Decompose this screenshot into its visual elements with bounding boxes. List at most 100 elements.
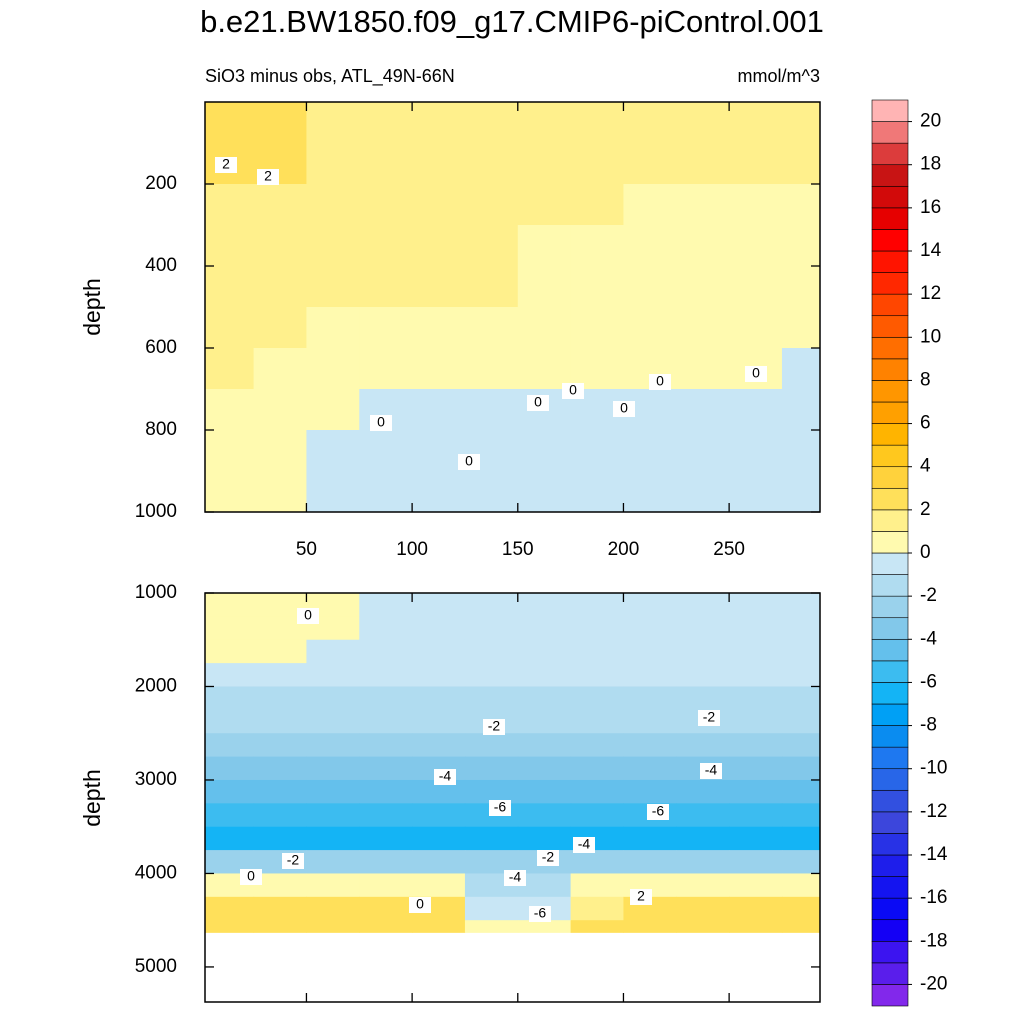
contour-cell <box>781 225 821 267</box>
contour-label-bg <box>489 800 511 816</box>
contour-cell <box>359 471 413 513</box>
contour-cell <box>464 143 519 185</box>
contour-cell <box>359 348 413 390</box>
contour-cell <box>517 756 572 781</box>
contour-cell <box>205 639 255 664</box>
contour-cell <box>676 733 730 758</box>
contour-label: 0 <box>247 868 255 884</box>
contour-cell <box>623 920 677 933</box>
contour-cell <box>359 593 413 617</box>
contour-cell <box>464 266 519 308</box>
colorbar-tick-label: -6 <box>920 671 937 692</box>
colorbar-tick-label: -12 <box>920 801 947 822</box>
contour-cell <box>464 471 519 513</box>
contour-label: 2 <box>264 168 272 184</box>
contour-cell <box>205 733 255 758</box>
contour-cell <box>676 430 730 472</box>
contour-cell <box>205 348 255 390</box>
contour-cell <box>729 733 783 758</box>
contour-cell <box>570 471 624 513</box>
contour-cell <box>517 593 572 617</box>
contour-cell <box>359 184 413 226</box>
contour-cell <box>205 266 255 308</box>
contour-cell <box>205 616 255 641</box>
contour-cell <box>359 896 413 921</box>
contour-cell <box>253 639 307 664</box>
contour-cell <box>623 430 677 472</box>
contour-cell <box>253 873 307 898</box>
x-tick-label: 200 <box>608 539 640 560</box>
contour-cell <box>306 733 360 758</box>
contour-cell <box>464 348 519 390</box>
colorbar-tick-label: 0 <box>920 542 931 563</box>
y-tick-label: 200 <box>145 173 177 194</box>
contour-cell <box>306 686 360 711</box>
contour-cell <box>464 616 519 641</box>
x-tick-label: 150 <box>502 539 534 560</box>
contour-cell <box>676 920 730 933</box>
contour-cell <box>359 307 413 349</box>
contour-cell <box>676 850 730 874</box>
contour-cell <box>729 803 783 828</box>
contour-cell <box>729 663 783 687</box>
contour-cell <box>729 826 783 851</box>
contour-label: 0 <box>304 607 312 623</box>
contour-label-bg <box>613 401 635 417</box>
contour-cell <box>412 733 466 758</box>
chart-title: b.e21.BW1850.f09_g17.CMIP6-piControl.001 <box>200 4 824 39</box>
colorbar-box <box>871 552 909 575</box>
contour-cell <box>464 389 519 431</box>
x-tick-label: 250 <box>713 539 745 560</box>
contour-cell <box>570 873 624 898</box>
y-axis-label: depth <box>79 769 105 827</box>
colorbar-box <box>871 725 909 748</box>
contour-cell <box>570 266 624 308</box>
contour-cell <box>359 430 413 472</box>
contour-cell <box>623 143 677 185</box>
contour-cell <box>570 779 624 804</box>
contour-cell <box>205 686 255 711</box>
contour-cell <box>205 225 255 267</box>
contour-cell <box>781 779 821 804</box>
colorbar-tick-label: -10 <box>920 758 947 779</box>
contour-label-bg <box>647 804 669 820</box>
contour-cell <box>306 143 360 185</box>
contour-cell <box>517 143 572 185</box>
x-tick-label: 50 <box>296 539 317 560</box>
contour-cell <box>729 756 783 781</box>
contour-cell <box>676 873 730 898</box>
contour-cell <box>729 307 783 349</box>
contour-cell <box>570 733 624 758</box>
contour-label-bg <box>282 853 304 869</box>
contour-cell <box>781 266 821 308</box>
contour-cell <box>517 709 572 734</box>
colorbar-box <box>871 876 909 899</box>
contour-cell <box>676 686 730 711</box>
contour-cell <box>205 779 255 804</box>
contour-cell <box>729 102 783 144</box>
contour-cell <box>412 307 466 349</box>
contour-cell <box>205 471 255 513</box>
contour-cell <box>676 102 730 144</box>
contour-cell <box>412 639 466 664</box>
contour-cell <box>729 873 783 898</box>
colorbar-tick-label: 10 <box>920 326 941 347</box>
contour-cell <box>676 348 730 390</box>
colorbar-box <box>871 509 909 532</box>
contour-cell <box>412 663 466 687</box>
contour-label-bg <box>649 374 671 390</box>
contour-label: 0 <box>620 400 628 416</box>
contour-cell <box>570 850 624 874</box>
colorbar-box <box>871 121 909 144</box>
contour-label: -4 <box>439 768 452 784</box>
contour-cell <box>359 873 413 898</box>
contour-cell <box>623 756 677 781</box>
contour-cell <box>623 225 677 267</box>
y-tick-label: 1000 <box>135 501 177 522</box>
colorbar-tick-label: 4 <box>920 456 931 477</box>
contour-cell <box>359 920 413 933</box>
contour-cell <box>570 184 624 226</box>
contour-label-bg <box>257 169 279 185</box>
contour-cell <box>729 850 783 874</box>
contour-cell <box>729 143 783 185</box>
